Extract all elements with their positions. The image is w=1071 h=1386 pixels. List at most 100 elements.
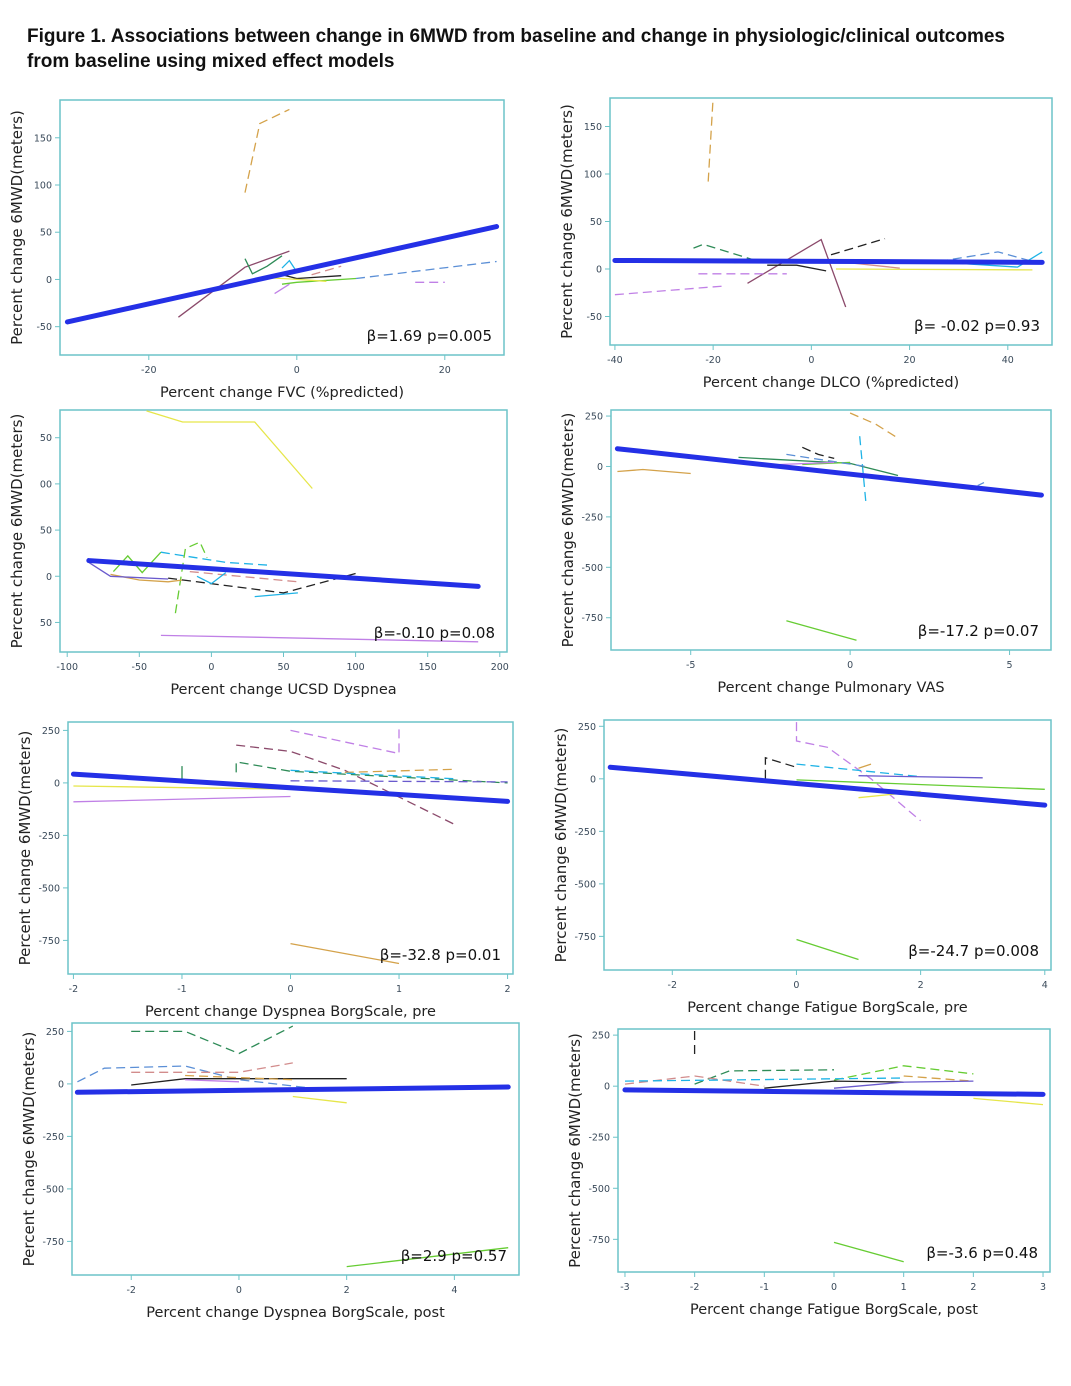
subject-series-line xyxy=(859,436,867,505)
y-axis-label: Percent change 6MWD(meters) xyxy=(558,104,576,339)
y-tick-label: -500 xyxy=(588,1184,610,1195)
subject-series-line xyxy=(244,108,290,193)
x-tick-label: 20 xyxy=(439,365,451,376)
y-tick-label: 50 xyxy=(40,618,52,629)
x-tick-label: 3 xyxy=(1040,1282,1046,1293)
series-group xyxy=(64,108,500,325)
subject-series-line xyxy=(160,634,479,643)
subject-series-line xyxy=(290,726,400,755)
x-tick-label: 40 xyxy=(1002,355,1014,366)
subject-series-line xyxy=(764,1080,904,1089)
y-tick-label: 0 xyxy=(604,1082,610,1093)
beta-p-annotation: β= -0.02 p=0.93 xyxy=(914,317,1040,335)
chart-panel: 50 0 50 00 50 -100 -50 0 50 100 150 200 Percent chan… xyxy=(0,398,520,698)
subject-series-line xyxy=(779,461,835,466)
y-axis-label: Percent change 6MWD(meters) xyxy=(8,414,26,649)
chart-svg: -50 0 50 100 150 -20 0 20 Percent change FVC (%p… xyxy=(8,99,505,401)
y-tick-label: -250 xyxy=(588,1133,610,1144)
y-tick-label: -500 xyxy=(581,563,603,574)
subject-series-line xyxy=(185,1074,293,1081)
subject-series-line xyxy=(355,260,497,280)
fitted-regression-line xyxy=(86,558,481,589)
subject-series-line xyxy=(764,756,797,779)
subject-series-line xyxy=(131,1078,347,1086)
x-tick-label: 1 xyxy=(901,1282,907,1293)
beta-p-annotation: β=-0.10 p=0.08 xyxy=(374,624,495,642)
subject-series-line xyxy=(146,410,313,489)
x-tick-label: -20 xyxy=(141,365,157,376)
plot-frame xyxy=(603,719,1052,971)
y-tick-label: -250 xyxy=(38,831,60,842)
plot-frame xyxy=(71,1022,520,1276)
y-tick-label: 250 xyxy=(42,726,60,737)
x-tick-label: 100 xyxy=(347,662,365,673)
series-group xyxy=(86,410,481,643)
x-tick-label: -2 xyxy=(69,984,78,995)
subject-series-line xyxy=(849,412,899,439)
y-tick-label: 150 xyxy=(584,122,602,133)
y-tick-label: 100 xyxy=(584,170,602,181)
series-group xyxy=(74,1025,511,1268)
y-tick-label: 50 xyxy=(40,228,52,239)
subject-series-line xyxy=(244,255,283,275)
y-tick-label: 250 xyxy=(592,1031,610,1042)
y-tick-label: -250 xyxy=(42,1132,64,1143)
y-tick-label: 0 xyxy=(596,265,602,276)
subject-series-line xyxy=(977,482,985,487)
series-group xyxy=(614,412,1044,641)
x-axis-label: Percent change FVC (%predicted) xyxy=(160,385,404,401)
subject-series-line xyxy=(311,265,342,276)
fitted-regression-line xyxy=(612,257,1045,265)
plot-frame xyxy=(67,721,514,975)
x-tick-label: 20 xyxy=(904,355,916,366)
y-tick-label: 50 xyxy=(40,526,52,537)
x-tick-label: 0 xyxy=(831,1282,837,1293)
x-axis-label: Percent change Fatigue BorgScale, post xyxy=(690,1302,978,1318)
y-tick-label: -750 xyxy=(574,932,596,943)
subject-series-line xyxy=(88,561,169,580)
y-tick-label: 250 xyxy=(585,412,603,423)
subject-series-line xyxy=(196,572,227,585)
y-axis-label: Percent change 6MWD(meters) xyxy=(8,110,26,345)
y-tick-label: 00 xyxy=(40,479,52,490)
y-tick-label: 0 xyxy=(597,462,603,473)
y-tick-label: -500 xyxy=(42,1184,64,1195)
y-axis-label: Percent change 6MWD(meters) xyxy=(559,413,577,648)
subject-series-line xyxy=(160,551,270,566)
subject-series-line xyxy=(802,446,835,460)
y-tick-label: 0 xyxy=(46,275,52,286)
y-tick-label: 50 xyxy=(40,433,52,444)
subject-series-line xyxy=(858,763,872,769)
subject-series-line xyxy=(903,1075,974,1082)
beta-p-annotation: β=-32.8 p=0.01 xyxy=(380,946,501,964)
y-axis-label: Percent change 6MWD(meters) xyxy=(552,728,570,963)
subject-series-line xyxy=(617,468,691,475)
chart-svg: 50 0 50 00 50 -100 -50 0 50 100 150 200 Percent chan… xyxy=(8,409,509,698)
subject-series-line xyxy=(796,938,859,961)
subject-series-line xyxy=(938,251,1033,263)
subject-series-line xyxy=(73,785,291,790)
subject-series-line xyxy=(707,98,714,182)
subject-series-line xyxy=(168,572,356,594)
beta-p-annotation: β=-24.7 p=0.008 xyxy=(908,942,1039,960)
x-tick-label: -50 xyxy=(132,662,148,673)
subject-series-line xyxy=(796,763,921,778)
x-tick-label: 5 xyxy=(1007,660,1013,671)
y-tick-label: 0 xyxy=(58,1079,64,1090)
subject-series-line xyxy=(292,1095,347,1104)
subject-series-line xyxy=(973,1097,1044,1106)
subject-series-line xyxy=(267,276,327,282)
x-tick-label: -2 xyxy=(690,1282,699,1293)
x-tick-label: -100 xyxy=(56,662,78,673)
x-tick-label: 0 xyxy=(808,355,814,366)
chart-panel: -750 -500 -250 0 250 -2 -1 0 1 2 Percent change Dy… xyxy=(0,712,520,1020)
subject-series-line xyxy=(131,1062,293,1073)
y-axis-label: Percent change 6MWD(meters) xyxy=(566,1033,584,1268)
x-tick-label: 0 xyxy=(236,1285,242,1296)
subject-series-line xyxy=(189,570,298,583)
series-group xyxy=(607,722,1048,961)
x-tick-label: 0 xyxy=(208,662,214,673)
subject-series-line xyxy=(185,1079,240,1083)
subject-series-line xyxy=(835,268,1033,271)
y-tick-label: 50 xyxy=(590,217,602,228)
